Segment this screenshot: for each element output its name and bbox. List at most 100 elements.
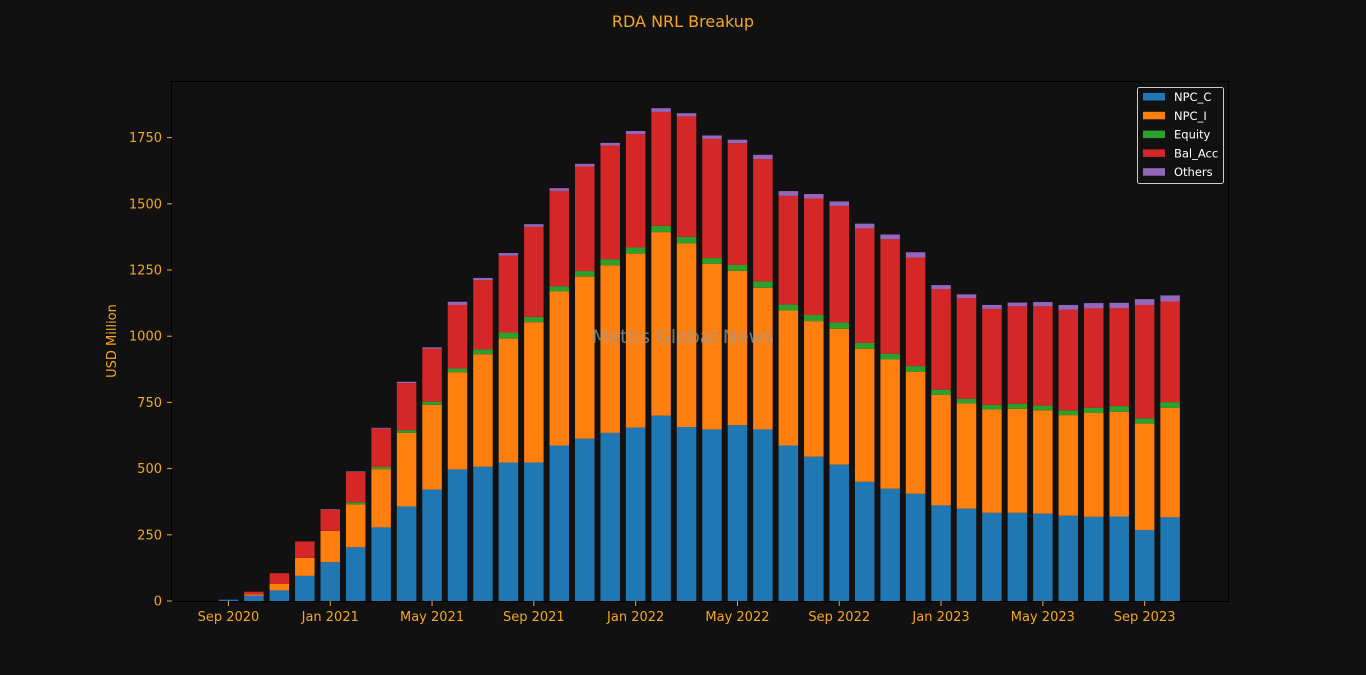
bar-equity-may-2023	[1033, 405, 1053, 411]
bar-bal-acc-feb-2021	[345, 471, 366, 503]
bar-npc-c-sep-2020	[218, 599, 239, 601]
bar-bal-acc-may-2022	[727, 143, 748, 265]
legend-swatch-npc-i	[1143, 111, 1165, 120]
bar-others-apr-2021	[396, 381, 417, 384]
y-tick-label: 1000	[129, 330, 162, 345]
bar-npc-i-apr-2023	[1007, 408, 1028, 513]
x-tick-label: Sep 2023	[1114, 610, 1176, 625]
bar-bal-acc-sep-2023	[1134, 304, 1155, 419]
bar-npc-c-sep-2023	[1134, 530, 1155, 601]
bar-npc-i-feb-2021	[345, 504, 366, 548]
bar-bal-acc-jul-2023	[1084, 308, 1104, 408]
bar-npc-c-oct-2020	[244, 595, 264, 601]
bar-others-nov-2022	[880, 234, 900, 240]
bar-npc-i-jul-2023	[1084, 412, 1104, 517]
bar-others-mar-2022	[676, 113, 697, 117]
bar-npc-c-aug-2021	[498, 462, 519, 601]
bar-bal-acc-aug-2022	[804, 198, 824, 316]
bar-others-oct-2023	[1160, 295, 1180, 302]
bar-others-sep-2021	[524, 224, 544, 227]
x-tick-label: Sep 2021	[503, 610, 565, 625]
bar-npc-c-mar-2022	[676, 427, 697, 601]
bar-npc-c-oct-2023	[1160, 517, 1180, 601]
bar-equity-feb-2021	[345, 502, 366, 505]
watermark: Mettis Global News	[592, 326, 774, 348]
bar-npc-i-sep-2021	[524, 322, 544, 463]
bar-npc-c-jan-2023	[931, 505, 951, 601]
plot-frame	[171, 81, 1229, 602]
bar-npc-i-feb-2022	[651, 232, 671, 416]
bar-equity-aug-2023	[1109, 406, 1129, 412]
bar-npc-i-sep-2022	[829, 328, 849, 465]
bar-npc-c-sep-2021	[524, 462, 544, 601]
bar-equity-apr-2023	[1007, 403, 1028, 409]
bar-bal-acc-jun-2022	[753, 159, 773, 282]
bar-npc-i-jun-2023	[1058, 415, 1079, 516]
bar-equity-aug-2021	[498, 332, 519, 339]
bar-npc-i-jul-2022	[778, 310, 799, 446]
x-axis: Sep 2020 Jan 2021 May 2021 Sep 2021 Jan 2022…	[198, 601, 1176, 625]
bar-others-apr-2023	[1007, 302, 1028, 307]
bar-equity-nov-2021	[575, 271, 595, 277]
bar-npc-c-feb-2022	[651, 415, 671, 601]
bar-others-aug-2022	[804, 194, 824, 199]
bar-others-jan-2021	[320, 509, 340, 510]
bar-equity-mar-2023	[982, 404, 1002, 410]
bar-bal-acc-jun-2021	[447, 304, 468, 369]
bar-npc-c-may-2022	[727, 425, 748, 601]
bar-npc-c-may-2021	[422, 489, 442, 601]
bar-npc-c-jun-2021	[447, 469, 468, 601]
bar-others-may-2023	[1033, 302, 1053, 307]
bar-bal-acc-nov-2020	[269, 573, 290, 584]
bar-others-may-2022	[727, 139, 748, 144]
bar-others-dec-2021	[600, 142, 620, 146]
bar-bal-acc-aug-2023	[1109, 308, 1129, 407]
bar-bal-acc-jan-2023	[931, 289, 951, 390]
bar-bal-acc-nov-2022	[880, 239, 900, 354]
legend-label-npc-c: NPC_C	[1174, 90, 1211, 104]
bar-equity-aug-2022	[804, 315, 824, 322]
bar-equity-may-2021	[422, 401, 442, 405]
bar-bal-acc-apr-2021	[396, 383, 417, 431]
bars	[218, 108, 1180, 601]
bar-npc-c-apr-2022	[702, 429, 722, 601]
bar-equity-feb-2022	[651, 225, 671, 233]
y-tick-label: 1750	[129, 131, 162, 146]
bar-npc-i-oct-2020	[244, 594, 264, 596]
bar-others-jun-2022	[753, 154, 773, 160]
bar-npc-c-dec-2022	[905, 493, 926, 601]
bar-npc-c-oct-2021	[549, 445, 570, 601]
bar-bal-acc-mar-2023	[982, 308, 1002, 405]
bar-bal-acc-jan-2022	[625, 134, 646, 248]
bar-equity-sep-2021	[524, 316, 544, 323]
bar-npc-i-oct-2022	[854, 348, 875, 482]
bar-npc-i-oct-2021	[549, 291, 570, 446]
bar-equity-apr-2022	[702, 258, 722, 264]
bar-equity-sep-2022	[829, 322, 849, 329]
bar-npc-i-may-2021	[422, 404, 442, 490]
bar-npc-c-apr-2021	[396, 506, 417, 601]
bar-bal-acc-aug-2021	[498, 255, 519, 333]
bar-equity-feb-2023	[956, 398, 977, 404]
bar-npc-c-mar-2023	[982, 512, 1002, 601]
y-tick-label: 500	[137, 462, 162, 477]
bar-npc-i-apr-2021	[396, 432, 417, 507]
bar-npc-i-nov-2022	[880, 359, 900, 489]
bar-npc-i-feb-2023	[956, 403, 977, 509]
bar-npc-i-dec-2021	[600, 265, 620, 433]
bar-equity-jan-2022	[625, 247, 646, 254]
bar-npc-i-dec-2020	[295, 557, 315, 576]
legend-label-equity: Equity	[1174, 128, 1211, 142]
legend: NPC_C NPC_I Equity Bal_Acc Others	[1137, 87, 1224, 184]
bar-others-jan-2022	[625, 130, 646, 135]
legend-label-npc-i: NPC_I	[1174, 109, 1207, 123]
bar-npc-i-jun-2022	[753, 287, 773, 430]
bar-npc-i-nov-2020	[269, 583, 290, 591]
bar-npc-i-aug-2021	[498, 338, 519, 463]
bar-bal-acc-mar-2021	[371, 428, 391, 468]
bar-npc-i-mar-2023	[982, 409, 1002, 513]
legend-items: NPC_C NPC_I Equity Bal_Acc Others	[1143, 90, 1218, 179]
bar-npc-i-mar-2021	[371, 469, 391, 528]
bar-bal-acc-dec-2020	[295, 541, 315, 558]
bar-npc-c-mar-2021	[371, 527, 391, 601]
